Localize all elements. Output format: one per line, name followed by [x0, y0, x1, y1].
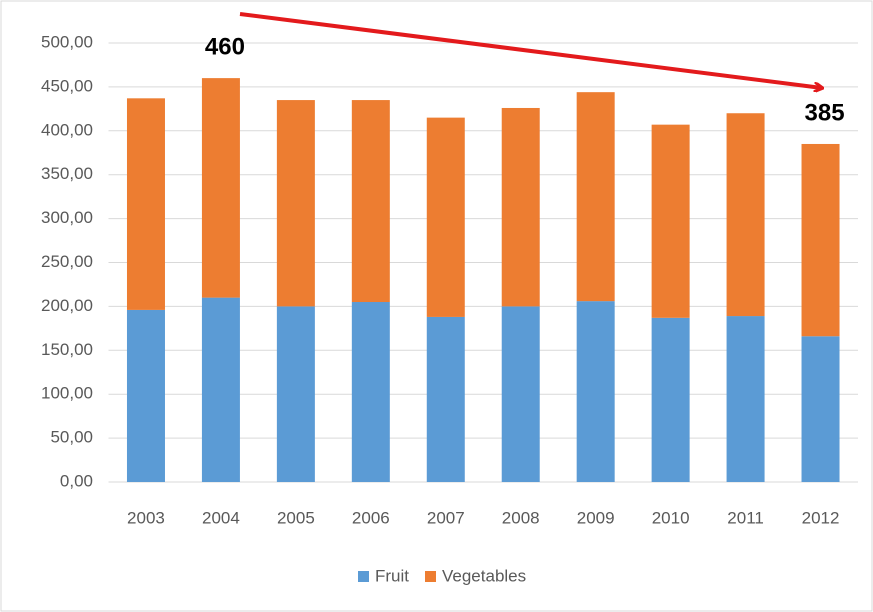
y-tick-label: 250,00 — [41, 252, 93, 271]
legend-swatch — [425, 571, 436, 582]
y-tick-label: 200,00 — [41, 296, 93, 315]
y-tick-label: 400,00 — [41, 120, 93, 139]
bar-segment — [276, 100, 315, 307]
bar-segment — [651, 317, 690, 482]
y-tick-label: 500,00 — [41, 32, 93, 51]
bar-segment — [576, 301, 615, 482]
x-tick-label: 2012 — [802, 508, 840, 527]
bar-segment — [576, 92, 615, 302]
y-tick-label: 50,00 — [50, 428, 93, 447]
x-tick-label: 2005 — [277, 508, 315, 527]
bar-segment — [126, 309, 165, 482]
x-tick-label: 2007 — [427, 508, 465, 527]
bar-segment — [426, 316, 465, 482]
bar-segment — [726, 113, 765, 317]
x-tick-label: 2009 — [577, 508, 615, 527]
annotation: 460 — [205, 33, 245, 60]
bar-segment — [501, 107, 540, 307]
x-tick-label: 2008 — [502, 508, 540, 527]
x-tick-label: 2004 — [202, 508, 240, 527]
legend-swatch — [358, 571, 369, 582]
bar-segment — [201, 78, 240, 298]
bar-segment — [426, 117, 465, 317]
bar-segment — [801, 143, 840, 337]
y-tick-label: 300,00 — [41, 208, 93, 227]
bar-segment — [351, 302, 390, 482]
x-tick-label: 2010 — [652, 508, 690, 527]
trend-arrow — [239, 12, 822, 88]
x-tick-label: 2006 — [352, 508, 390, 527]
legend-label: Vegetables — [442, 566, 526, 585]
bar-segment — [801, 336, 840, 482]
y-tick-label: 0,00 — [60, 471, 93, 490]
y-tick-label: 150,00 — [41, 340, 93, 359]
bar-segment — [501, 306, 540, 482]
bar-segment — [201, 297, 240, 482]
y-tick-label: 450,00 — [41, 76, 93, 95]
x-tick-label: 2011 — [727, 508, 764, 527]
bar-segment — [126, 98, 165, 310]
y-tick-label: 350,00 — [41, 164, 93, 183]
bar-segment — [651, 124, 690, 318]
bar-segment — [726, 316, 765, 482]
legend-label: Fruit — [375, 566, 409, 585]
x-tick-label: 2003 — [127, 508, 165, 527]
y-tick-label: 100,00 — [41, 384, 93, 403]
bar-segment — [276, 306, 315, 482]
bar-segment — [351, 100, 390, 303]
annotation: 385 — [805, 99, 845, 126]
